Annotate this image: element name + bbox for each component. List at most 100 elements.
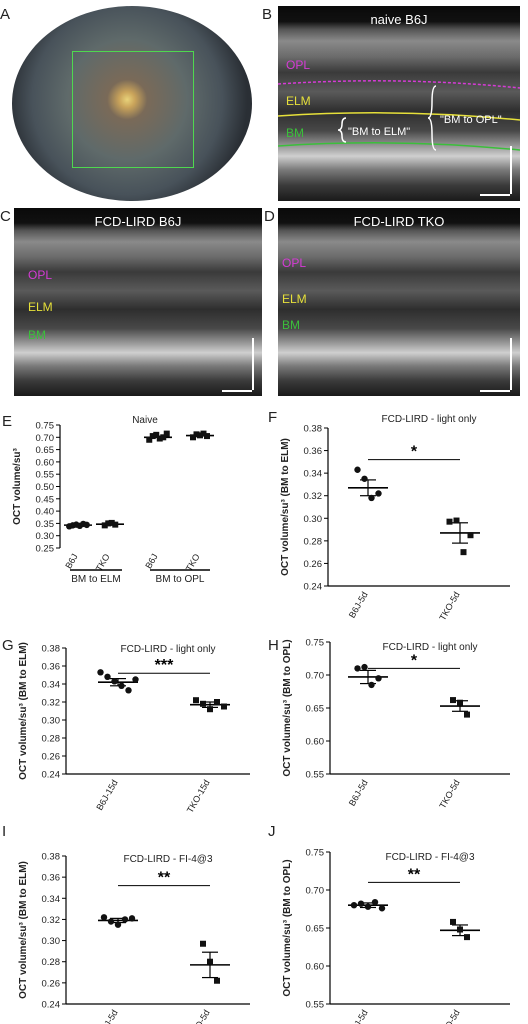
annotation-bm-to-opl: "BM to OPL" <box>440 114 502 126</box>
layer-label-bm: BM <box>28 328 46 342</box>
x-tick-label: TKO-5d <box>437 778 461 810</box>
y-tick-label: 0.40 <box>36 507 55 518</box>
y-tick-label: 0.28 <box>42 957 61 968</box>
oct-title: naive B6J <box>370 12 428 27</box>
y-axis-label: OCT volume/su³ (BM to OPL) <box>282 859 293 996</box>
panel-letter-e: E <box>2 413 12 430</box>
x-tick-label: B6J-5d <box>97 1008 120 1024</box>
data-point <box>364 903 372 910</box>
data-point <box>214 699 220 705</box>
chart-title: FCD-LIRD - light only <box>382 642 477 653</box>
y-tick-label: 0.65 <box>306 924 325 935</box>
y-tick-label: 0.26 <box>42 752 61 763</box>
chart-title: FCD-LIRD - FI-4@3 <box>385 852 474 863</box>
y-tick-label: 0.28 <box>42 734 61 745</box>
y-tick-label: 0.65 <box>36 445 55 456</box>
y-tick-label: 0.30 <box>42 936 61 947</box>
chart-title: FCD-LIRD - light only <box>381 414 476 425</box>
data-point <box>193 697 199 704</box>
data-point <box>104 673 111 680</box>
data-point <box>361 475 368 482</box>
data-point <box>350 902 358 909</box>
data-point <box>108 519 115 526</box>
data-point <box>221 703 227 710</box>
layer-label-elm: ELM <box>28 300 53 314</box>
y-axis-label: OCT volume/su³ (BM to ELM) <box>18 642 29 780</box>
group-label: BM to ELM <box>71 574 120 585</box>
scale-bar-horizontal <box>480 390 510 392</box>
data-point <box>146 436 153 443</box>
panel-letter-j: J <box>268 823 276 840</box>
data-point <box>371 898 379 906</box>
fundus-disc <box>12 6 252 201</box>
data-point <box>128 915 136 922</box>
data-point <box>368 494 375 502</box>
y-tick-label: 0.32 <box>304 491 323 502</box>
y-tick-label: 0.34 <box>42 894 61 905</box>
x-tick-label: TKO-5d <box>437 1008 461 1024</box>
y-tick-label: 0.30 <box>42 716 61 727</box>
significance-label: *** <box>155 657 174 674</box>
y-tick-label: 0.36 <box>304 446 323 457</box>
y-tick-label: 0.24 <box>304 582 323 593</box>
y-tick-label: 0.75 <box>306 638 325 649</box>
data-point <box>457 699 463 706</box>
y-tick-label: 0.55 <box>306 770 325 781</box>
data-point <box>354 466 361 473</box>
data-point <box>105 520 112 527</box>
y-tick-label: 0.30 <box>36 531 55 542</box>
data-point <box>83 521 90 529</box>
layer-label-opl: OPL <box>28 268 53 282</box>
y-tick-label: 0.24 <box>42 1000 61 1011</box>
x-tick-label: B6J-5d <box>347 1008 370 1024</box>
data-point <box>200 700 206 707</box>
y-tick-label: 0.45 <box>36 494 55 505</box>
data-point <box>207 958 213 965</box>
chart-title: FCD-LIRD - FI-4@3 <box>123 854 212 865</box>
y-tick-label: 0.60 <box>306 962 325 973</box>
data-point <box>207 706 213 713</box>
data-point <box>375 675 382 682</box>
data-point <box>464 711 470 718</box>
significance-label: * <box>411 652 418 669</box>
x-tick-label: B6J <box>143 552 159 570</box>
data-point <box>156 435 163 442</box>
chart-title: Naive <box>132 415 158 426</box>
data-point <box>368 681 375 689</box>
x-tick-label: B6J-5d <box>347 590 370 620</box>
y-tick-label: 0.75 <box>36 421 55 432</box>
data-point <box>361 663 368 671</box>
y-tick-label: 0.34 <box>304 469 323 480</box>
data-point <box>464 934 470 941</box>
panel-letter-i: I <box>2 823 6 840</box>
data-point <box>125 687 132 694</box>
y-axis-label: OCT volume/su³ <box>12 447 23 524</box>
scale-bar-vertical <box>510 146 512 194</box>
significance-label: * <box>411 444 418 461</box>
x-tick-label: B6J-15d <box>94 778 119 812</box>
scale-bar-vertical <box>510 338 512 390</box>
panel-letter-d: D <box>264 208 275 225</box>
layer-label-opl: OPL <box>282 256 307 270</box>
y-tick-label: 0.35 <box>36 519 55 530</box>
data-point <box>200 940 206 947</box>
oct-image-fcd-lird-b6j: FCD-LIRD B6J OPL ELM BM <box>14 208 262 396</box>
significance-label: ** <box>408 866 421 883</box>
x-tick-label: TKO-5d <box>437 590 461 622</box>
data-point <box>118 682 125 689</box>
data-point <box>132 676 139 683</box>
y-tick-label: 0.28 <box>304 536 323 547</box>
y-tick-label: 0.26 <box>304 559 323 570</box>
panel-letter-a: A <box>0 6 11 23</box>
oct-title: FCD-LIRD TKO <box>353 214 445 229</box>
y-axis-label: OCT volume/su³ (BM to ELM) <box>18 861 29 999</box>
data-point <box>200 430 207 437</box>
data-point <box>121 916 129 923</box>
panel-letter-f: F <box>268 409 277 426</box>
scale-bar-horizontal <box>480 194 510 196</box>
panel-letter-b: B <box>262 6 273 23</box>
data-point <box>100 914 108 921</box>
data-point <box>354 665 361 672</box>
data-point <box>163 430 170 437</box>
